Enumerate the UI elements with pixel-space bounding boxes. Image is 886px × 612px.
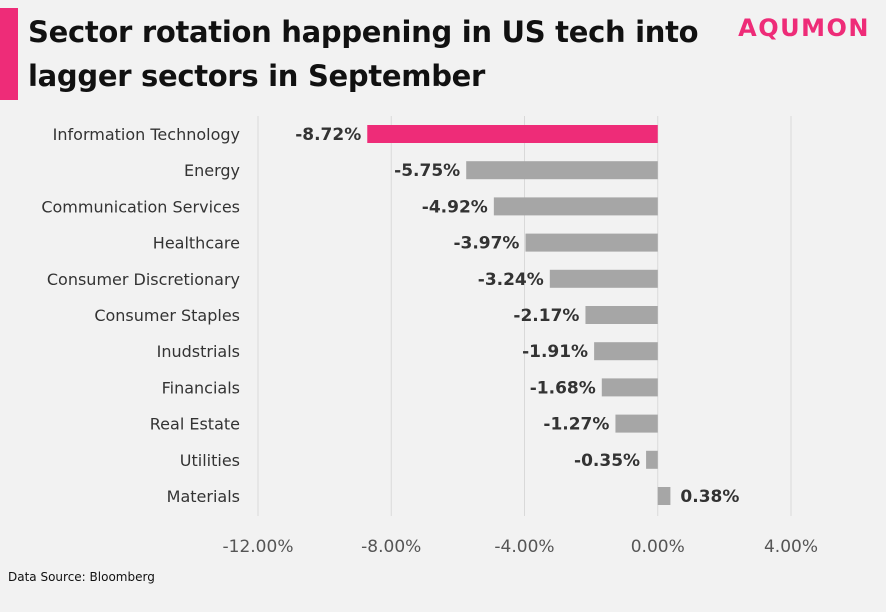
data-label: -1.27% [543,415,609,435]
data-label: -0.35% [574,451,640,471]
category-label: Utilities [180,451,240,470]
category-label: Inudstrials [157,342,240,361]
x-tick-label: 4.00% [764,537,818,557]
bar [493,197,658,216]
category-label: Materials [167,487,240,506]
bar [615,414,658,433]
gridlines [257,116,792,516]
data-label: -5.75% [394,161,460,181]
data-source: Data Source: Bloomberg [8,570,155,584]
category-label: Healthcare [153,234,240,253]
bar [549,269,658,288]
chart-title: Sector rotation happening in US tech int… [28,15,699,93]
category-label: Information Technology [53,125,240,144]
data-label: -2.17% [513,306,579,326]
bar [646,450,658,469]
accent-bar [0,8,18,100]
data-label: -3.24% [478,270,544,290]
x-tick-label: -8.00% [361,537,421,557]
bar [594,342,658,361]
bar [601,378,658,397]
x-tick-label: 0.00% [631,537,685,557]
bar [367,125,658,143]
x-tick-label: -4.00% [494,537,554,557]
brand-logo: AQUMON [738,14,870,42]
data-label: -3.97% [453,234,519,254]
category-label: Consumer Discretionary [47,270,240,289]
category-label: Financials [162,378,240,397]
bar [525,233,658,252]
x-tick-label: -12.00% [223,537,294,557]
data-label: 0.38% [680,487,739,507]
bar [585,306,658,324]
labels: -12.00% -8.00% -4.00% 0.00% 4.00% Information… [41,125,818,557]
data-label: -8.72% [295,125,361,145]
category-label: Communication Services [41,197,240,216]
data-label: -1.68% [530,378,596,398]
data-label: -4.92% [422,197,488,217]
data-label: -1.91% [522,342,588,362]
category-label: Real Estate [150,415,240,434]
bar [466,161,658,180]
bar [657,487,671,505]
category-label: Consumer Staples [94,306,240,325]
category-label: Energy [184,161,240,180]
bars [367,125,671,505]
